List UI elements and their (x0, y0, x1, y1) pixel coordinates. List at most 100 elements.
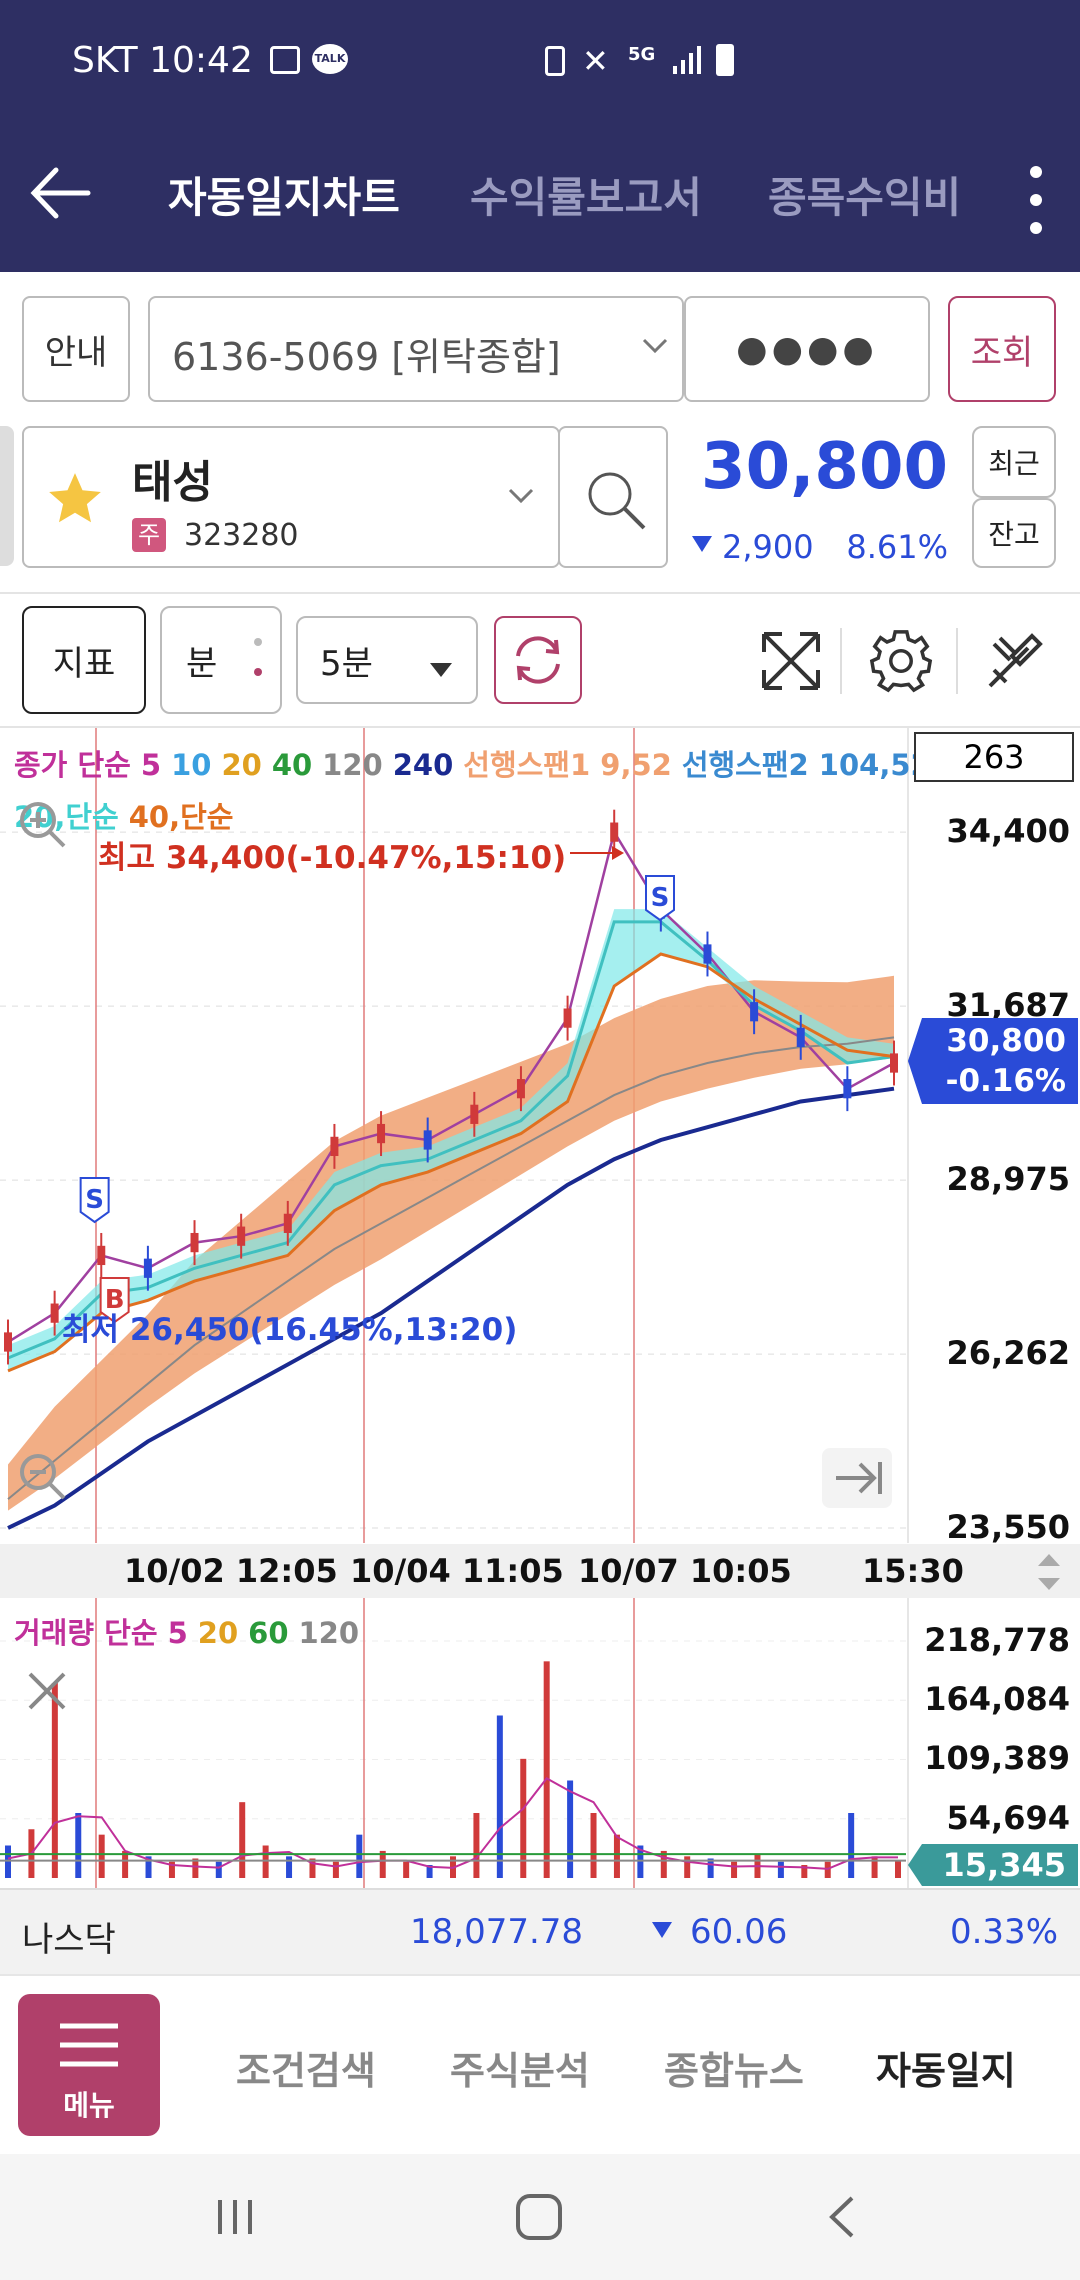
side-handle[interactable] (0, 426, 14, 566)
down-triangle-icon (650, 1920, 674, 1946)
volume-chart[interactable] (0, 1598, 1080, 1888)
volume-bar (239, 1802, 246, 1878)
expand-icon[interactable] (756, 626, 826, 700)
divider (0, 592, 1080, 594)
price-chart-area[interactable]: B S S 종가 단순 5 10 20 40 120 240 선행스팬1 9,52 선행스팬2 1… (0, 728, 1080, 1546)
tab-profit-report[interactable]: 수익률보고서 (470, 173, 702, 222)
search-button[interactable] (558, 426, 668, 568)
index-change-pct: 0.33% (949, 1912, 1058, 1952)
close-icon[interactable] (22, 1666, 72, 1720)
candle-body (330, 1136, 339, 1157)
candle-body (703, 944, 712, 964)
stock-code: 323280 (184, 518, 299, 553)
volume-bar (426, 1865, 433, 1878)
tab-stock-profit[interactable]: 종목수익비 (768, 173, 962, 222)
x-axis-label: 15:30 (862, 1552, 964, 1590)
system-nav-bar (0, 2154, 1080, 2280)
high-arrowhead (612, 846, 624, 860)
trade-marker-shape (79, 1177, 110, 1224)
bar-count-box[interactable]: 263 (914, 732, 1074, 782)
tools-icon[interactable] (980, 626, 1050, 700)
password-field[interactable]: ●●●● (684, 296, 930, 402)
gallery-icon (270, 46, 300, 74)
nav-auto-journal[interactable]: 자동일지 (876, 2049, 1016, 2093)
candle-body (750, 1002, 759, 1022)
current-price-tag-value: 30,800 (946, 1023, 1066, 1059)
interval-select[interactable]: 5분 (296, 616, 478, 704)
nav-stock-analysis[interactable]: 주식분석 (450, 2049, 590, 2093)
search-icon (584, 468, 648, 536)
legend-item: 120 (298, 1616, 360, 1650)
index-change: 60.06 (690, 1912, 788, 1952)
low-annotation: 최저 26,450(16.45%,13:20) (62, 1312, 518, 1348)
query-button[interactable]: 조회 (948, 296, 1056, 402)
volume-bar (660, 1850, 667, 1878)
volume-bar (684, 1856, 691, 1878)
volume-bar (286, 1856, 293, 1878)
volume-bar (168, 1861, 175, 1878)
balance-button[interactable]: 잔고 (972, 498, 1056, 568)
volume-bar (613, 1834, 620, 1878)
stock-type-badge: 주 (132, 518, 166, 552)
recent-button[interactable]: 최근 (972, 426, 1056, 498)
resize-arrows-icon[interactable] (1036, 1550, 1062, 1598)
stock-name: 태성 (132, 457, 213, 508)
chevron-down-icon (506, 480, 536, 514)
account-select[interactable]: 6136-5069 [위탁종합] (148, 296, 684, 402)
tab-auto-journal-chart[interactable]: 자동일지차트 (168, 173, 400, 222)
x-axis-bar[interactable]: 10/02 12:05 10/04 11:05 10/07 10:05 15:3… (0, 1544, 1080, 1598)
favorite-star-icon[interactable] (44, 468, 106, 534)
indicator-button[interactable]: 지표 (22, 606, 146, 714)
candle-body (423, 1130, 432, 1150)
info-button[interactable]: 안내 (22, 296, 130, 402)
volume-bar (403, 1861, 410, 1878)
volume-bar (496, 1715, 503, 1878)
candle-body (283, 1213, 292, 1233)
menu-button[interactable]: 메뉴 (18, 1994, 160, 2136)
home-icon[interactable] (512, 2190, 566, 2248)
stock-select[interactable]: 태성 주 323280 (22, 426, 560, 568)
gear-icon[interactable] (866, 626, 936, 700)
back-icon[interactable] (818, 2192, 868, 2246)
price-chart[interactable]: B S S (0, 728, 1080, 1543)
nav-condition-search[interactable]: 조건검색 (236, 2049, 376, 2093)
volume-chart-area[interactable]: 거래량 단순 5 20 60 120 218,778 164,084 109,389 54,… (0, 1598, 1080, 1888)
volume-bar (98, 1834, 105, 1878)
divider (840, 628, 842, 694)
volume-bar (637, 1845, 644, 1878)
ichimoku-cloud (8, 975, 894, 1511)
dot-icon (254, 638, 262, 646)
index-value: 18,077.78 (410, 1912, 584, 1952)
ma-band (8, 909, 894, 1371)
trade-marker-label: S (85, 1185, 104, 1215)
zoom-in-icon[interactable] (12, 794, 72, 858)
candle-body (237, 1226, 246, 1246)
price-change-pct: 8.61% (846, 528, 948, 566)
recent-apps-icon[interactable] (210, 2192, 260, 2246)
candle-body (377, 1123, 386, 1144)
minute-button[interactable]: 분 (160, 606, 282, 714)
interval-value: 5분 (320, 643, 373, 684)
index-ticker-bar[interactable]: 나스닥 18,077.78 60.06 0.33% (0, 1888, 1080, 1974)
candle-body (470, 1104, 479, 1124)
volume-bar (192, 1858, 199, 1878)
dot-icon (254, 668, 262, 676)
talk-icon: TALK (312, 44, 348, 74)
index-name: 나스닥 (22, 1920, 116, 1960)
zoom-out-icon[interactable] (12, 1446, 72, 1510)
legend-item: 20 (221, 748, 262, 782)
volume-bar (895, 1861, 901, 1878)
scroll-to-latest-icon[interactable] (822, 1448, 892, 1508)
more-options-icon[interactable] (1018, 160, 1054, 240)
volume-bar (309, 1858, 316, 1878)
y-axis-label: 23,550 (946, 1508, 1070, 1546)
volume-bar (473, 1813, 480, 1878)
trade-marker-label: S (651, 883, 670, 913)
refresh-button[interactable] (494, 616, 582, 704)
volume-bar (520, 1758, 527, 1878)
volume-bar (262, 1845, 269, 1878)
minute-label: 분 (186, 643, 218, 684)
nav-general-news[interactable]: 종합뉴스 (664, 2049, 804, 2093)
back-arrow-icon[interactable] (26, 158, 96, 228)
series-line-40,단순 (7, 952, 895, 1373)
